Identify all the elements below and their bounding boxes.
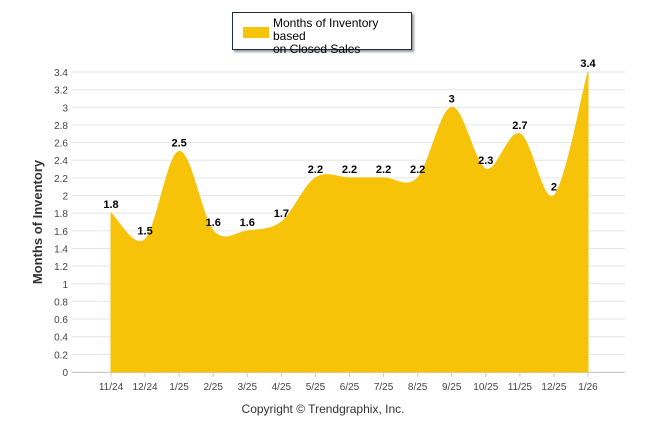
data-label: 1.6 [206,217,221,229]
y-tick-label: 1.4 [54,244,68,255]
y-axis-title: Months of Inventory [30,159,45,284]
legend-swatch [243,27,269,38]
legend-label: Months of Inventory based on Closed Sales [273,16,379,56]
x-tick-label: 6/25 [340,382,360,393]
x-tick-label: 5/25 [306,382,326,393]
y-tick-label: 3 [62,103,68,114]
x-tick-label: 2/25 [203,382,223,393]
area-series [110,71,589,373]
data-label: 2.7 [512,120,527,132]
legend[interactable]: Months of Inventory based on Closed Sales [232,12,412,56]
copyright: Copyright © Trendgraphix, Inc. [241,402,405,416]
x-tick-label: 1/26 [578,382,598,393]
data-label: 2.2 [342,164,357,176]
data-label: 2.2 [376,164,391,176]
x-tick-label: 11/25 [508,382,533,393]
y-tick-label: 2.4 [54,156,68,167]
y-tick-label: 1.2 [54,262,68,273]
data-label: 2.5 [171,137,186,149]
y-tick-label: 1 [62,280,68,291]
y-tick-label: 2.8 [54,121,68,132]
y-tick-label: 0 [62,368,68,379]
x-tick-label: 7/25 [374,382,394,393]
data-label: 2.3 [478,155,493,167]
y-tick-label: 3.2 [54,86,68,97]
data-label: 1.7 [274,208,289,220]
x-tick-label: 11/24 [99,382,124,393]
x-tick-label: 12/24 [133,382,158,393]
data-label: 3 [449,93,455,105]
y-tick-label: 0.2 [54,350,68,361]
y-tick-label: 0.4 [54,333,68,344]
x-tick-label: 9/25 [442,382,462,393]
data-label: 2.2 [308,164,323,176]
y-tick-label: 1.6 [54,227,68,238]
x-tick-label: 8/25 [408,382,428,393]
data-label: 1.6 [240,217,255,229]
y-tick-label: 0.8 [54,297,68,308]
data-label: 2.2 [410,164,425,176]
data-label: 2 [551,182,557,194]
x-tick-label: 1/25 [169,382,189,393]
y-tick-label: 2 [62,192,68,203]
x-tick-label: 12/25 [541,382,566,393]
y-tick-label: 2.2 [54,174,68,185]
data-label: 1.8 [103,199,118,211]
x-tick-label: 10/25 [473,382,498,393]
data-label: 3.4 [580,58,596,70]
y-tick-label: 1.8 [54,209,68,220]
data-label: 1.5 [137,226,152,238]
x-tick-label: 3/25 [238,382,258,393]
y-tick-label: 3.4 [54,68,68,79]
y-tick-label: 0.6 [54,315,68,326]
x-tick-label: 4/25 [272,382,292,393]
y-tick-label: 2.6 [54,139,68,150]
